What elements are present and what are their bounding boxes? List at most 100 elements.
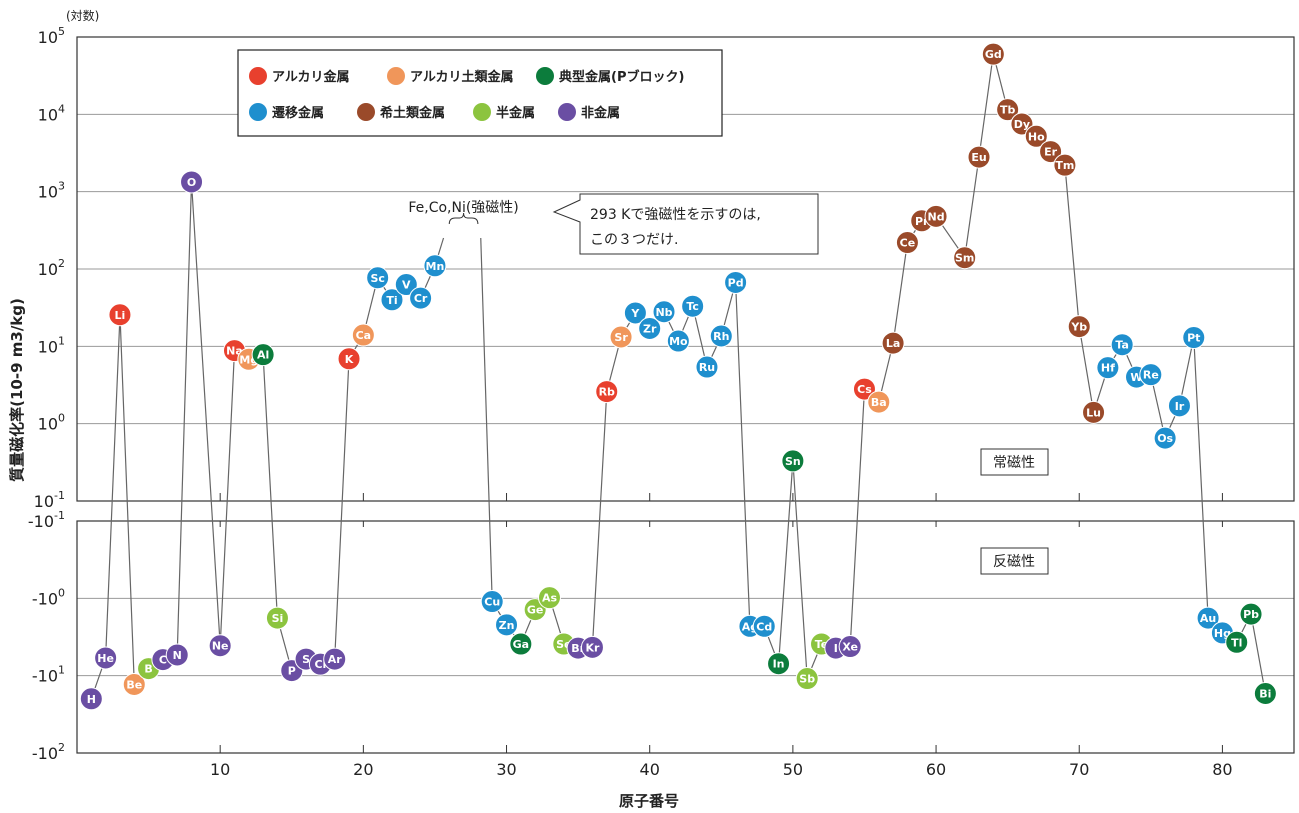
data-point-os: Os — [1153, 426, 1177, 450]
point-label: Cr — [414, 292, 428, 305]
point-label: Y — [630, 307, 640, 320]
point-marker — [924, 204, 948, 228]
point-marker — [724, 270, 748, 294]
data-point-cs: Cs — [852, 377, 876, 401]
data-point-hf: Hf — [1096, 356, 1120, 380]
point-marker — [881, 331, 905, 355]
point-label: Au — [1200, 612, 1216, 625]
legend-label: アルカリ土類金属 — [410, 69, 513, 85]
point-marker — [509, 632, 533, 656]
data-point-ga: Ga — [509, 632, 533, 656]
point-label: Lu — [1086, 406, 1101, 419]
point-label: K — [345, 353, 354, 366]
point-label: Nb — [655, 306, 672, 319]
data-point-al: Al — [251, 343, 275, 367]
point-marker — [1196, 606, 1220, 630]
point-marker — [795, 667, 819, 691]
point-label: Dy — [1014, 118, 1030, 131]
data-point-er: Er — [1039, 140, 1063, 164]
y-tick-label: 100 — [38, 412, 65, 434]
data-point-sr: Sr — [609, 325, 633, 349]
ferro-brace — [448, 212, 479, 225]
data-point-o: O — [180, 170, 204, 194]
point-label: Bi — [1259, 687, 1271, 700]
legend-label: 典型金属(Pブロック) — [559, 69, 684, 85]
data-point-in: In — [767, 652, 791, 676]
point-marker — [967, 145, 991, 169]
point-label: H — [87, 693, 96, 706]
data-point-xe: Xe — [838, 635, 862, 659]
point-label: Cd — [756, 620, 772, 633]
lower-panel-frame — [76, 520, 1295, 754]
legend-box — [237, 49, 723, 137]
legend-label: 非金属 — [581, 105, 620, 121]
legend-item: アルカリ土類金属 — [387, 67, 513, 85]
point-label: Cu — [484, 596, 500, 609]
point-label: Hg — [1214, 627, 1231, 640]
data-point-v: V — [394, 273, 418, 297]
x-tick-label: 50 — [783, 760, 803, 779]
data-point-ca: Ca — [351, 323, 375, 347]
point-label: As — [542, 592, 558, 605]
legend-swatch — [387, 67, 405, 85]
point-label: Os — [1157, 432, 1173, 445]
legend-swatch — [536, 67, 554, 85]
callout-box — [552, 193, 819, 255]
point-label: Tc — [686, 300, 699, 313]
data-point-pt: Pt — [1182, 326, 1206, 350]
data-point-sb: Sb — [795, 667, 819, 691]
point-marker — [323, 647, 347, 671]
point-label: O — [187, 176, 196, 189]
data-point-ar: Ar — [323, 647, 347, 671]
point-marker — [996, 98, 1020, 122]
dia-label: 反磁性 — [980, 547, 1049, 575]
point-label: Er — [1044, 146, 1058, 159]
point-marker — [265, 606, 289, 630]
y-tick-label: 10-1 — [34, 489, 65, 511]
y-tick-label: -100 — [32, 586, 65, 608]
data-point-sm: Sm — [953, 246, 977, 270]
y-tick-label: 103 — [38, 180, 65, 202]
series-line — [90, 54, 1266, 699]
point-marker — [1139, 363, 1163, 387]
y-axis-title: 質量磁化率(10-9 m3/kg) — [8, 298, 26, 482]
point-marker — [981, 42, 1005, 66]
point-marker — [1024, 124, 1048, 148]
point-label: Ru — [699, 361, 715, 374]
data-point-ta: Ta — [1110, 333, 1134, 357]
y-tick-label: -102 — [32, 741, 65, 763]
point-marker — [495, 613, 519, 637]
data-point-la: La — [881, 331, 905, 355]
para-label-text: 常磁性 — [993, 455, 1035, 471]
tick-labels: 105 104 103 102 101 100 10-1-10-1 -100 -101 -102 1… — [28, 25, 1233, 779]
data-point-rh: Rh — [709, 324, 733, 348]
para-label-box — [980, 448, 1049, 476]
data-point-gd: Gd — [981, 42, 1005, 66]
point-marker — [180, 170, 204, 194]
point-label: Sm — [955, 252, 974, 265]
point-marker — [666, 329, 690, 353]
point-marker — [953, 246, 977, 270]
callout-text: 293 Kで強磁性を示すのは, — [590, 207, 761, 223]
series-segment — [90, 181, 436, 699]
legend-swatch — [357, 103, 375, 121]
data-point-tl: Tl — [1225, 630, 1249, 654]
data-point-pd: Pd — [724, 270, 748, 294]
data-point-sc: Sc — [366, 266, 390, 290]
point-label: Ge — [527, 604, 544, 617]
data-point-ba: Ba — [867, 390, 891, 414]
data-point-rb: Rb — [595, 380, 619, 404]
point-marker — [681, 294, 705, 318]
point-marker — [251, 343, 275, 367]
data-point-pb: Pb — [1239, 602, 1263, 626]
point-label: Ti — [386, 294, 397, 307]
legend: アルカリ金属 アルカリ土類金属 典型金属(Pブロック) 遷移金属 希土類金属 半金属 非金属 — [237, 49, 723, 137]
data-point-ce: Ce — [895, 231, 919, 255]
point-label: Ba — [871, 396, 887, 409]
point-marker — [94, 646, 118, 670]
legend-label: アルカリ金属 — [272, 69, 349, 85]
point-label: N — [173, 649, 182, 662]
point-label: C — [159, 654, 167, 667]
point-label: In — [773, 658, 785, 671]
